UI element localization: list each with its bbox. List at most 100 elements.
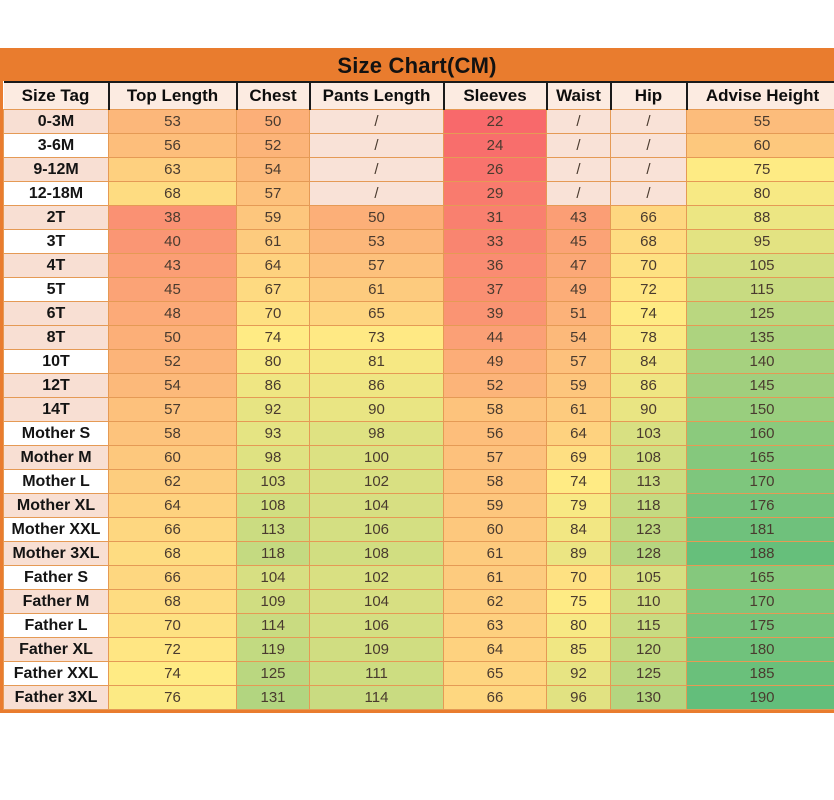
- value-cell: 180: [686, 637, 834, 662]
- value-cell: 130: [610, 685, 687, 710]
- table-row: 5T 45 67 61 37 49 72 115: [3, 277, 834, 302]
- value-cell: 60: [443, 517, 547, 542]
- value-cell: 113: [236, 517, 310, 542]
- value-cell: 56: [108, 133, 237, 158]
- value-cell: 64: [108, 493, 237, 518]
- value-cell: 59: [546, 373, 611, 398]
- value-cell: 22: [443, 109, 547, 134]
- value-cell: 73: [309, 325, 444, 350]
- value-cell: 175: [686, 613, 834, 638]
- value-cell: 49: [546, 277, 611, 302]
- value-cell: 74: [236, 325, 310, 350]
- value-cell: 51: [546, 301, 611, 326]
- value-cell: 26: [443, 157, 547, 182]
- value-cell: 80: [236, 349, 310, 374]
- value-cell: 104: [236, 565, 310, 590]
- column-header-size-tag: Size Tag: [3, 81, 109, 110]
- value-cell: 53: [309, 229, 444, 254]
- value-cell: 44: [443, 325, 547, 350]
- value-cell: 64: [546, 421, 611, 446]
- value-cell: 55: [686, 109, 834, 134]
- value-cell: 181: [686, 517, 834, 542]
- value-cell: 57: [309, 253, 444, 278]
- value-cell: 108: [236, 493, 310, 518]
- value-cell: /: [546, 157, 611, 182]
- value-cell: 45: [108, 277, 237, 302]
- table-row: 3-6M 56 52/24//60: [3, 133, 834, 158]
- value-cell: 78: [610, 325, 687, 350]
- size-tag-cell: 8T: [3, 325, 109, 350]
- value-cell: 115: [610, 613, 687, 638]
- table-row: Mother M 60 98 100 57 69 108 165: [3, 445, 834, 470]
- size-tag-cell: Father L: [3, 613, 109, 638]
- size-tag-cell: Mother L: [3, 469, 109, 494]
- value-cell: 125: [610, 661, 687, 686]
- value-cell: 64: [236, 253, 310, 278]
- value-cell: 123: [610, 517, 687, 542]
- value-cell: 57: [236, 181, 310, 206]
- value-cell: 150: [686, 397, 834, 422]
- value-cell: /: [546, 109, 611, 134]
- value-cell: 57: [546, 349, 611, 374]
- value-cell: 31: [443, 205, 547, 230]
- value-cell: 90: [610, 397, 687, 422]
- value-cell: 102: [309, 565, 444, 590]
- value-cell: 64: [443, 637, 547, 662]
- value-cell: 50: [108, 325, 237, 350]
- value-cell: 86: [610, 373, 687, 398]
- size-tag-cell: Father XXL: [3, 661, 109, 686]
- value-cell: 38: [108, 205, 237, 230]
- value-cell: 100: [309, 445, 444, 470]
- value-cell: 66: [108, 517, 237, 542]
- value-cell: 69: [546, 445, 611, 470]
- value-cell: 53: [108, 109, 237, 134]
- value-cell: 37: [443, 277, 547, 302]
- value-cell: 84: [546, 517, 611, 542]
- value-cell: 68: [108, 589, 237, 614]
- value-cell: 65: [309, 301, 444, 326]
- table-row: Father 3XL 76 131 114 66 96 130 190: [3, 685, 834, 710]
- column-header-waist: Waist: [545, 81, 611, 110]
- table-row: 8T 50 74 73 44 54 78 135: [3, 325, 834, 350]
- value-cell: 185: [686, 661, 834, 686]
- value-cell: 86: [236, 373, 310, 398]
- value-cell: 72: [108, 637, 237, 662]
- value-cell: 70: [610, 253, 687, 278]
- value-cell: 65: [443, 661, 547, 686]
- size-tag-cell: 4T: [3, 253, 109, 278]
- value-cell: 81: [309, 349, 444, 374]
- value-cell: 118: [610, 493, 687, 518]
- column-header-sleeves: Sleeves: [442, 81, 547, 110]
- value-cell: 59: [443, 493, 547, 518]
- value-cell: 76: [108, 685, 237, 710]
- value-cell: 109: [236, 589, 310, 614]
- value-cell: 86: [309, 373, 444, 398]
- value-cell: 106: [309, 517, 444, 542]
- size-tag-cell: 3-6M: [3, 133, 109, 158]
- table-row: Mother XL 64 108 104 59 79 118 176: [3, 493, 834, 518]
- value-cell: 118: [236, 541, 310, 566]
- value-cell: 103: [610, 421, 687, 446]
- column-header-chest: Chest: [235, 81, 310, 110]
- value-cell: 72: [610, 277, 687, 302]
- value-cell: 79: [546, 493, 611, 518]
- value-cell: /: [309, 133, 444, 158]
- table-row: Father L 70 114 106 63 80 115 175: [3, 613, 834, 638]
- size-tag-cell: 0-3M: [3, 109, 109, 134]
- value-cell: 54: [108, 373, 237, 398]
- value-cell: 110: [610, 589, 687, 614]
- value-cell: 170: [686, 469, 834, 494]
- value-cell: 74: [610, 301, 687, 326]
- table-row: Father XL 72 119 109 64 85 120 180: [3, 637, 834, 662]
- value-cell: 29: [443, 181, 547, 206]
- value-cell: 125: [236, 661, 310, 686]
- value-cell: 165: [686, 565, 834, 590]
- table-row: Father M 68 109 104 62 75 110 170: [3, 589, 834, 614]
- table-row: Father S 66 104 102 61 70 105 165: [3, 565, 834, 590]
- size-tag-cell: 14T: [3, 397, 109, 422]
- value-cell: 120: [610, 637, 687, 662]
- size-table: Size Tag Top Length Chest Pants Length Sleev…: [3, 81, 834, 710]
- value-cell: /: [546, 181, 611, 206]
- table-row: 10T 52 80 81 49 57 84 140: [3, 349, 834, 374]
- size-tag-cell: Mother M: [3, 445, 109, 470]
